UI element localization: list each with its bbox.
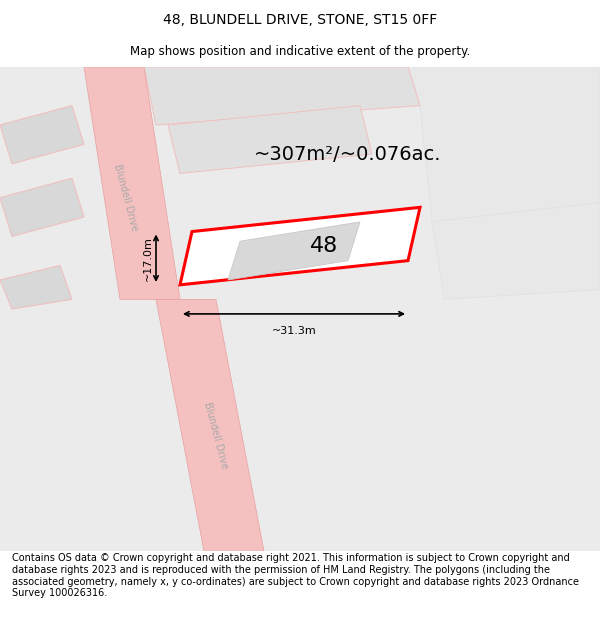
Text: 48, BLUNDELL DRIVE, STONE, ST15 0FF: 48, BLUNDELL DRIVE, STONE, ST15 0FF bbox=[163, 12, 437, 27]
Text: Blundell Drive: Blundell Drive bbox=[202, 401, 230, 469]
Polygon shape bbox=[0, 178, 84, 236]
Polygon shape bbox=[0, 67, 600, 551]
Polygon shape bbox=[180, 208, 420, 285]
Polygon shape bbox=[0, 266, 72, 309]
Text: ~17.0m: ~17.0m bbox=[143, 236, 153, 281]
Text: ~31.3m: ~31.3m bbox=[272, 326, 316, 336]
Text: Blundell Drive: Blundell Drive bbox=[112, 163, 140, 232]
Text: Map shows position and indicative extent of the property.: Map shows position and indicative extent… bbox=[130, 45, 470, 58]
Polygon shape bbox=[0, 106, 84, 164]
Polygon shape bbox=[84, 67, 180, 299]
Polygon shape bbox=[144, 67, 420, 125]
Polygon shape bbox=[156, 299, 264, 551]
Polygon shape bbox=[432, 202, 600, 299]
Polygon shape bbox=[408, 67, 600, 222]
Polygon shape bbox=[168, 106, 372, 173]
Text: Contains OS data © Crown copyright and database right 2021. This information is : Contains OS data © Crown copyright and d… bbox=[12, 553, 579, 598]
Polygon shape bbox=[228, 222, 360, 280]
Text: 48: 48 bbox=[310, 236, 338, 256]
Text: ~307m²/~0.076ac.: ~307m²/~0.076ac. bbox=[254, 144, 442, 164]
